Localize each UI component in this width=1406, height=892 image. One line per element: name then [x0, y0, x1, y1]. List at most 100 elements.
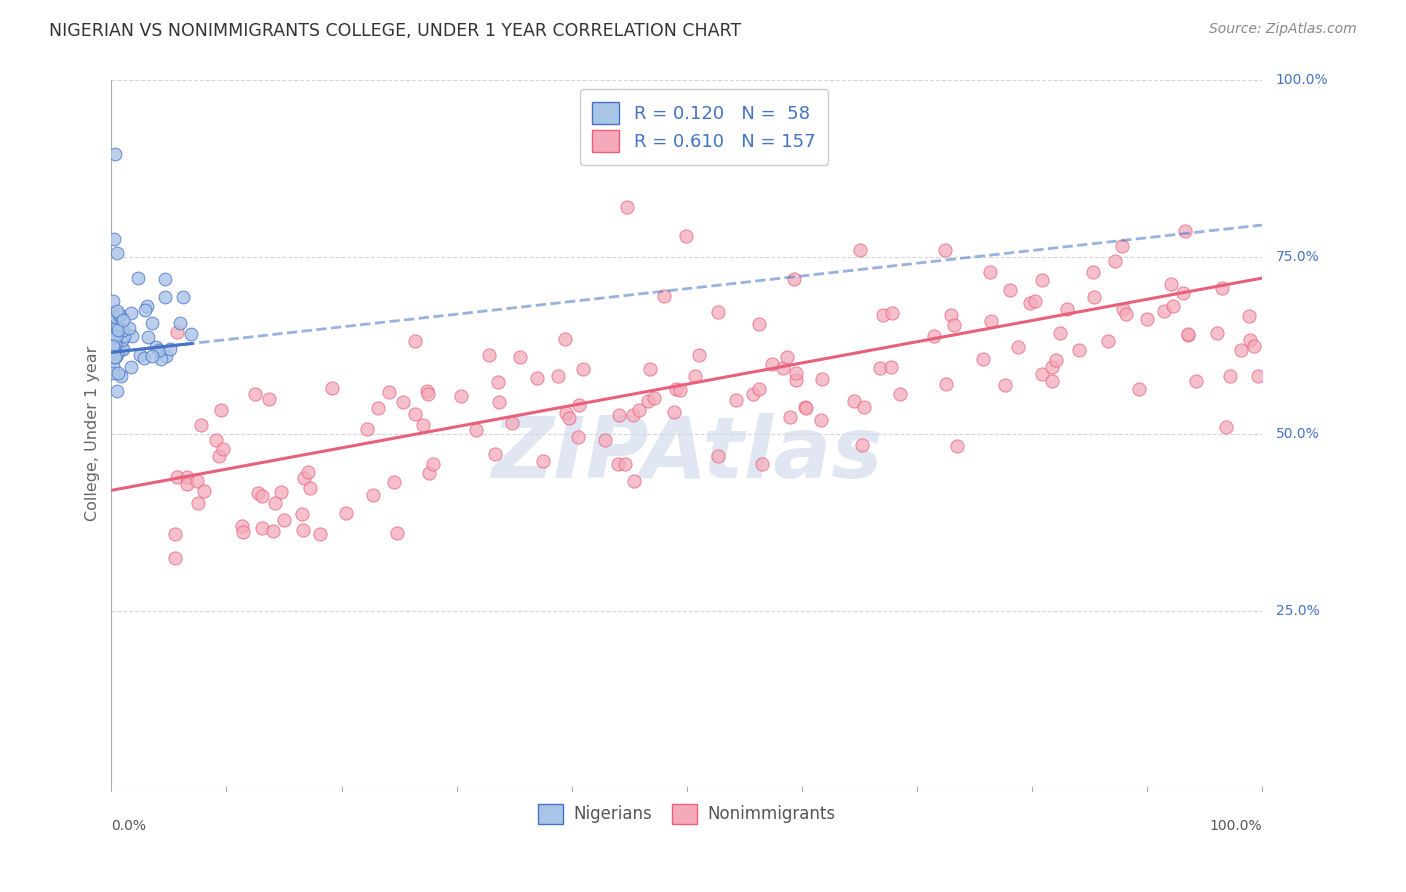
Point: [486, 375, 509, 389]
Point: [107, 326, 129, 341]
Text: 0.0%: 0.0%: [111, 820, 146, 833]
Point: [1219, 369, 1241, 384]
Point: [616, 200, 638, 214]
Point: [772, 361, 794, 376]
Point: [232, 524, 254, 539]
Point: [104, 329, 127, 343]
Point: [321, 381, 343, 395]
Point: [104, 350, 127, 364]
Point: [669, 384, 692, 398]
Point: [934, 243, 956, 257]
Point: [149, 351, 172, 366]
Point: [972, 351, 994, 366]
Point: [1243, 339, 1265, 353]
Point: [270, 485, 292, 500]
Point: [356, 422, 378, 436]
Point: [110, 368, 132, 383]
Point: [842, 393, 865, 408]
Point: [554, 332, 576, 346]
Point: [112, 313, 135, 327]
Point: [135, 299, 157, 313]
Point: [382, 475, 405, 489]
Point: [110, 322, 132, 336]
Point: [675, 228, 697, 243]
Point: [404, 334, 426, 349]
Point: [880, 306, 903, 320]
Point: [751, 457, 773, 471]
Point: [186, 474, 208, 488]
Point: [166, 325, 188, 339]
Point: [107, 366, 129, 380]
Point: [1111, 239, 1133, 253]
Point: [811, 372, 834, 386]
Point: [869, 361, 891, 376]
Point: [706, 305, 728, 319]
Point: [643, 391, 665, 405]
Point: [637, 393, 659, 408]
Point: [761, 357, 783, 371]
Point: [129, 348, 152, 362]
Point: [187, 496, 209, 510]
Text: 100.0%: 100.0%: [1275, 73, 1329, 87]
Point: [105, 310, 128, 325]
Point: [264, 496, 287, 510]
Point: [245, 387, 267, 401]
Point: [501, 416, 523, 430]
Point: [1049, 326, 1071, 340]
Point: [450, 389, 472, 403]
Text: 25.0%: 25.0%: [1275, 604, 1320, 617]
Point: [103, 232, 125, 246]
Point: [688, 348, 710, 362]
Point: [1031, 367, 1053, 381]
Point: [509, 350, 531, 364]
Point: [141, 349, 163, 363]
Point: [257, 392, 280, 406]
Point: [247, 486, 270, 500]
Point: [112, 323, 135, 337]
Point: [665, 382, 688, 396]
Point: [488, 395, 510, 409]
Point: [169, 316, 191, 330]
Point: [153, 272, 176, 286]
Point: [785, 366, 807, 380]
Legend: Nigerians, Nonimmigrants: Nigerians, Nonimmigrants: [530, 796, 844, 832]
Point: [132, 351, 155, 365]
Point: [416, 384, 439, 399]
Point: [209, 402, 232, 417]
Point: [531, 453, 554, 467]
Point: [309, 526, 332, 541]
Point: [567, 430, 589, 444]
Point: [998, 284, 1021, 298]
Point: [662, 405, 685, 419]
Point: [1136, 312, 1159, 326]
Point: [794, 401, 817, 416]
Point: [785, 373, 807, 387]
Point: [748, 318, 770, 332]
Point: [120, 306, 142, 320]
Point: [273, 513, 295, 527]
Point: [105, 246, 128, 260]
Text: NIGERIAN VS NONIMMIGRANTS COLLEGE, UNDER 1 YEAR CORRELATION CHART: NIGERIAN VS NONIMMIGRANTS COLLEGE, UNDER…: [49, 22, 741, 40]
Point: [412, 417, 434, 432]
Point: [1153, 303, 1175, 318]
Point: [231, 519, 253, 533]
Point: [105, 308, 128, 322]
Point: [103, 328, 125, 343]
Point: [103, 366, 125, 380]
Point: [748, 382, 770, 396]
Point: [1040, 375, 1063, 389]
Point: [478, 348, 501, 362]
Point: [148, 343, 170, 357]
Point: [1019, 296, 1042, 310]
Point: [779, 409, 801, 424]
Y-axis label: College, Under 1 year: College, Under 1 year: [86, 346, 100, 522]
Point: [385, 526, 408, 541]
Point: [1215, 420, 1237, 434]
Point: [849, 244, 872, 258]
Point: [1024, 294, 1046, 309]
Point: [111, 334, 134, 348]
Point: [166, 469, 188, 483]
Point: [794, 400, 817, 414]
Point: [118, 321, 141, 335]
Point: [568, 398, 591, 412]
